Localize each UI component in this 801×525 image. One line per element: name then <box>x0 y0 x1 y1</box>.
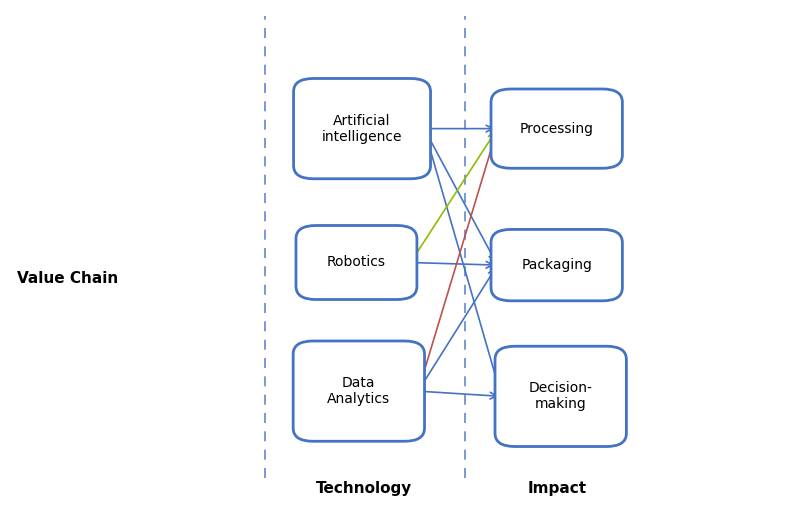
FancyBboxPatch shape <box>296 226 417 299</box>
Text: Impact: Impact <box>527 481 586 496</box>
FancyBboxPatch shape <box>491 229 622 301</box>
Text: Value Chain: Value Chain <box>18 271 119 286</box>
FancyBboxPatch shape <box>293 341 425 441</box>
Text: Artificial
intelligence: Artificial intelligence <box>322 113 402 144</box>
Text: Data
Analytics: Data Analytics <box>328 376 390 406</box>
Text: Decision-
making: Decision- making <box>529 381 593 412</box>
Text: Processing: Processing <box>520 122 594 135</box>
FancyBboxPatch shape <box>495 346 626 446</box>
Text: Robotics: Robotics <box>327 256 386 269</box>
Text: Technology: Technology <box>316 481 413 496</box>
FancyBboxPatch shape <box>491 89 622 168</box>
Text: Packaging: Packaging <box>521 258 592 272</box>
FancyBboxPatch shape <box>294 78 431 178</box>
